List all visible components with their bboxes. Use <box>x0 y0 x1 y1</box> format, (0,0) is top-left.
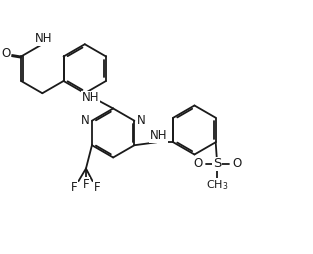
Text: F: F <box>94 181 100 194</box>
Text: CH$_3$: CH$_3$ <box>206 178 228 192</box>
Text: N: N <box>136 114 145 127</box>
Text: N: N <box>81 114 90 127</box>
Text: O: O <box>193 157 203 170</box>
Text: NH: NH <box>150 129 167 142</box>
Text: NH: NH <box>82 91 99 104</box>
Text: O: O <box>2 47 11 60</box>
Text: NH: NH <box>35 32 53 45</box>
Text: O: O <box>232 157 241 170</box>
Text: S: S <box>213 157 221 170</box>
Text: F: F <box>83 178 89 190</box>
Text: F: F <box>71 181 77 194</box>
